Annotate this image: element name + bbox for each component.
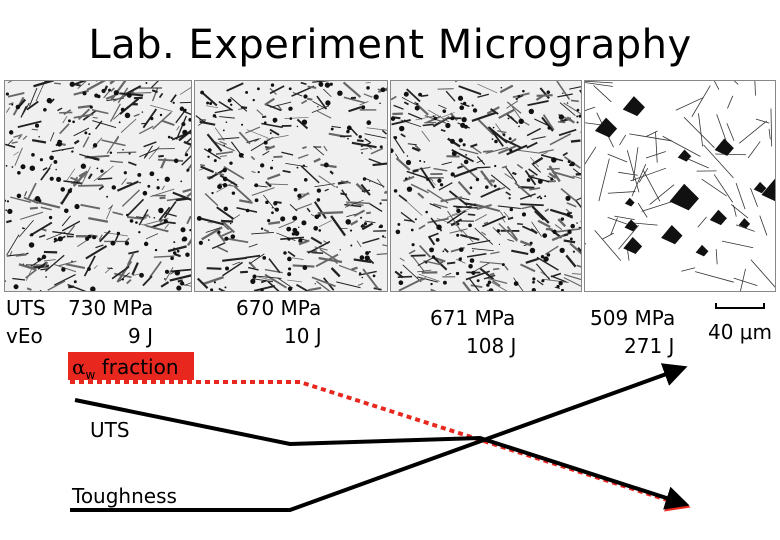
- alpha-fraction-label: αw fraction: [68, 352, 194, 382]
- sample-1-uts: 730 MPa: [68, 296, 154, 320]
- micrograph-row: [4, 80, 776, 292]
- scale-bar: [715, 303, 765, 309]
- alpha-text: fraction: [95, 355, 179, 379]
- sample-2-uts: 670 MPa: [236, 296, 322, 320]
- alpha-subscript: w: [85, 368, 96, 382]
- uts-row-label: UTS: [6, 296, 46, 320]
- alpha-symbol: α: [72, 355, 86, 379]
- sample-4-uts: 509 MPa: [590, 306, 676, 330]
- sample-2-veo: 10 J: [284, 324, 322, 348]
- page-title: Lab. Experiment Micrography: [88, 22, 692, 68]
- sample-1-veo: 9 J: [128, 324, 153, 348]
- alpha-fraction-text: αw fraction: [72, 355, 179, 382]
- micrograph-1: [4, 80, 192, 292]
- toughness-trend-label: Toughness: [72, 484, 177, 508]
- micrograph-4-texture: [585, 81, 775, 291]
- sample-3-veo: 108 J: [466, 334, 517, 358]
- micrograph-3-texture: [391, 81, 581, 291]
- sample-3-uts: 671 MPa: [430, 306, 516, 330]
- micrograph-1-texture: [5, 81, 191, 291]
- micrograph-2-texture: [195, 81, 387, 291]
- sample-4-veo: 271 J: [624, 334, 675, 358]
- veo-row-label: vEo: [6, 324, 43, 348]
- micrograph-3: [390, 80, 582, 292]
- micrograph-4: [584, 80, 776, 292]
- scale-bar-label: 40 μm: [708, 320, 773, 344]
- uts-trend-label: UTS: [90, 418, 130, 442]
- micrograph-2: [194, 80, 388, 292]
